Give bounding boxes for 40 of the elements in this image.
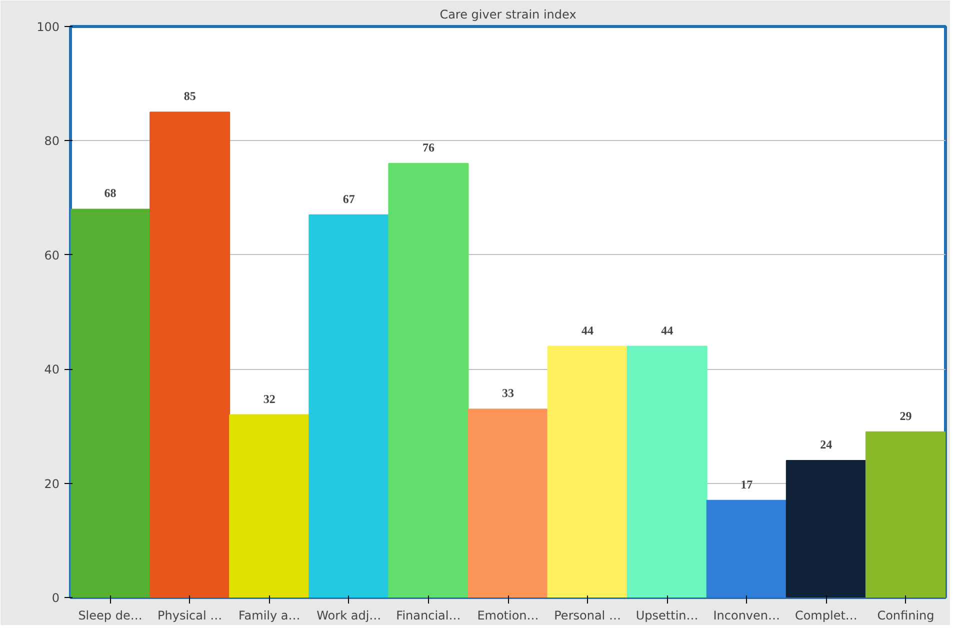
y-tick-label: 20 [44,476,60,491]
bar [706,500,787,598]
y-tick-label: 40 [44,362,60,377]
y-tick-label: 80 [44,134,60,148]
bar [865,431,946,598]
x-tick-label: Upsettin… [636,608,698,622]
data-label: 17 [740,477,753,492]
bar [388,163,469,598]
x-tick-label: Personal … [554,608,621,622]
x-tick-label: Sleep de… [78,608,142,622]
y-tick-label: 0 [52,591,60,605]
bar [70,208,151,598]
x-tick-label: Emotion… [477,608,539,622]
data-label: 76 [422,140,434,155]
bar [626,346,708,598]
bar [308,214,390,598]
data-label: 29 [900,408,912,423]
y-tick-label: 60 [44,248,60,262]
x-tick-label: Complet… [794,608,858,622]
x-tick-label: Inconven… [713,608,780,622]
data-label: 67 [342,192,355,206]
bar [468,408,548,598]
y-tick-label: 100 [36,20,60,34]
data-label: 24 [820,437,832,452]
x-tick-label: Work adj… [316,608,382,622]
x-tick-label: Physical … [158,608,222,622]
data-label: 68 [104,186,116,200]
data-label: 32 [263,392,276,406]
data-label: 85 [184,89,196,104]
x-tick-label: Financial… [396,608,461,622]
chart-title: Care giver strain index [440,8,576,22]
data-label: 44 [582,323,594,338]
x-tick-label: Confining [877,608,934,622]
bar [150,112,230,598]
data-label: 44 [661,323,674,338]
bar [229,414,310,598]
x-tick-label: Family a… [238,608,300,622]
bar [786,460,866,598]
data-label: 33 [502,386,514,400]
bar [547,346,628,598]
